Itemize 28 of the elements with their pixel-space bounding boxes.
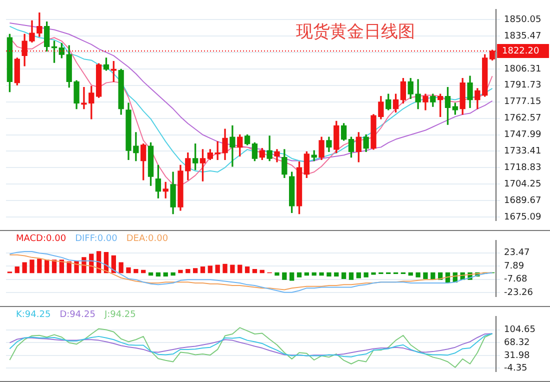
ref-line-label: 1822.20 xyxy=(502,46,540,56)
y-tick-label: 1850.05 xyxy=(504,14,542,25)
y-tick-label: 68.32 xyxy=(504,338,530,348)
series-label: MACD:0.00 xyxy=(16,234,66,244)
y-tick-label: 1777.15 xyxy=(504,97,542,108)
y-tick-label: 31.98 xyxy=(504,350,530,361)
y-tick-label: 1689.67 xyxy=(504,196,542,206)
y-tick-label: 1733.41 xyxy=(504,146,542,157)
text: 现货黄金日线图 xyxy=(296,21,415,43)
text: DEA:0.00 xyxy=(126,234,168,244)
y-tick-label: 1718.83 xyxy=(504,163,542,174)
y-tick-label: 104.65 xyxy=(504,325,536,336)
y-tick-label: 1791.73 xyxy=(504,80,542,91)
series-label: J:94.25 xyxy=(104,310,136,320)
y-tick-label: -4.35 xyxy=(504,364,528,374)
text: D:94.25 xyxy=(60,310,96,320)
y-tick-label: 1747.99 xyxy=(504,130,542,140)
y-tick-label: 23.47 xyxy=(504,248,530,258)
y-tick-label: 1835.47 xyxy=(504,31,542,42)
series-label: DIFF:0.00 xyxy=(75,234,118,244)
y-tick-label: 1762.57 xyxy=(504,114,542,124)
y-tick-label: 1675.09 xyxy=(504,212,542,222)
y-tick-label: -23.26 xyxy=(504,288,534,298)
y-tick-label: 1806.31 xyxy=(504,64,542,74)
y-tick-label: -7.68 xyxy=(504,274,528,285)
y-tick-label: 1704.25 xyxy=(504,180,542,190)
series-label: K:94.25 xyxy=(16,310,51,320)
y-tick-label: 7.89 xyxy=(504,261,524,272)
